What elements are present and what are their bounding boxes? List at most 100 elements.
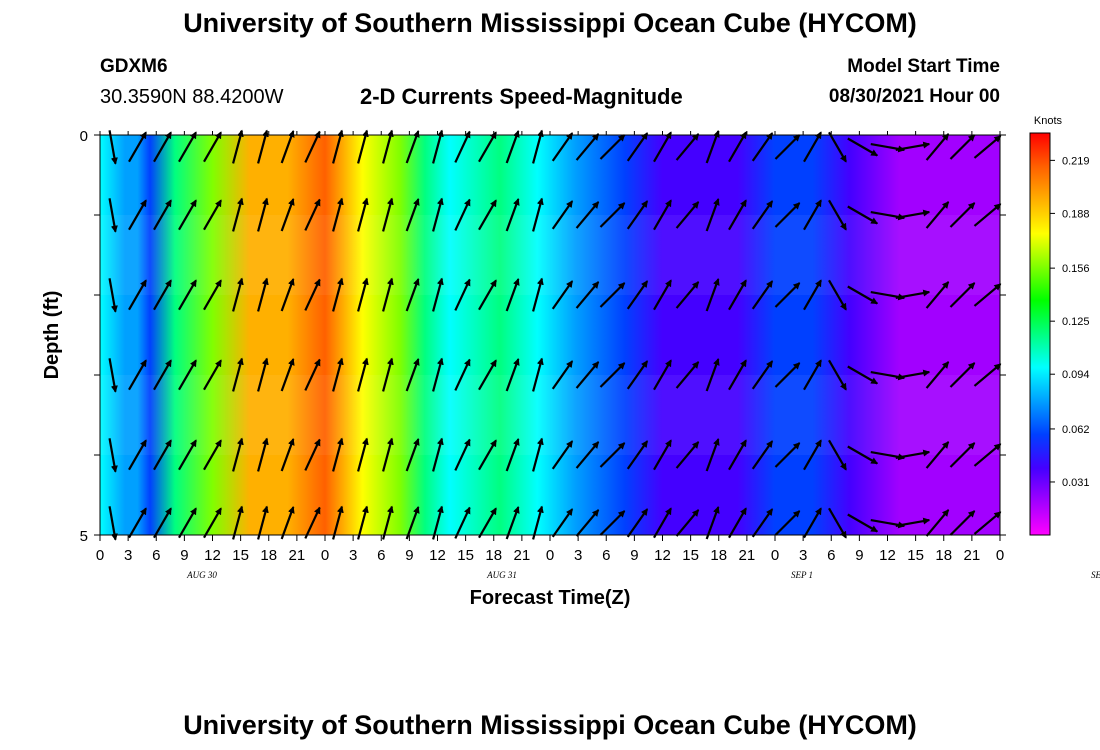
current-arrow xyxy=(626,508,649,538)
x-tick-label: 18 xyxy=(710,547,727,564)
current-arrow xyxy=(626,440,649,470)
current-arrow xyxy=(203,507,222,539)
current-arrow xyxy=(895,289,931,300)
x-tick-label: 6 xyxy=(827,547,835,564)
current-arrow xyxy=(705,358,720,392)
current-arrow xyxy=(653,359,672,391)
current-arrow xyxy=(751,132,774,162)
x-tick-label: 15 xyxy=(907,547,924,564)
current-arrow xyxy=(432,197,444,232)
current-arrow xyxy=(108,358,118,393)
current-arrow xyxy=(382,437,394,472)
current-arrow xyxy=(575,133,600,161)
current-arrow xyxy=(973,363,1002,387)
colorbar-tick-label: 0.156 xyxy=(1062,263,1090,275)
current-arrow xyxy=(925,361,950,389)
current-arrow xyxy=(532,357,544,392)
day-label: SEP 1 xyxy=(791,570,813,580)
current-arrow xyxy=(178,507,197,539)
current-arrow xyxy=(153,359,172,391)
x-tick-label: 18 xyxy=(485,547,502,564)
current-arrow xyxy=(280,278,295,312)
current-arrow xyxy=(432,129,444,164)
x-tick-label: 21 xyxy=(289,547,306,564)
current-arrow xyxy=(108,130,118,165)
current-arrow xyxy=(847,205,879,225)
colorbar-unit: Knots xyxy=(1034,115,1063,127)
current-arrow xyxy=(653,279,672,311)
current-arrow xyxy=(675,441,700,469)
model-start-value: 08/30/2021 Hour 00 xyxy=(828,86,1000,107)
day-label: AUG 30 xyxy=(186,570,217,580)
current-arrow xyxy=(728,507,747,539)
current-arrow xyxy=(280,506,295,540)
current-arrow xyxy=(895,517,931,528)
x-tick-label: 6 xyxy=(152,547,160,564)
current-arrow xyxy=(551,200,574,230)
current-arrow xyxy=(675,133,700,161)
current-arrow xyxy=(478,439,497,471)
current-arrow xyxy=(203,439,222,471)
day-label: AUG 31 xyxy=(486,570,517,580)
current-arrow xyxy=(454,358,471,391)
current-arrow xyxy=(803,507,822,539)
current-arrow xyxy=(108,506,118,541)
x-tick-label: 18 xyxy=(260,547,277,564)
current-arrow xyxy=(828,199,847,231)
current-arrow xyxy=(478,131,497,163)
x-tick-label: 12 xyxy=(204,547,221,564)
current-arrow xyxy=(575,361,600,389)
x-tick-label: 3 xyxy=(124,547,132,564)
current-arrow xyxy=(532,505,544,540)
x-tick-label: 21 xyxy=(739,547,756,564)
current-arrow xyxy=(532,197,544,232)
current-arrow xyxy=(382,505,394,540)
current-arrow xyxy=(925,201,950,229)
current-arrow xyxy=(505,506,520,540)
current-arrow xyxy=(505,278,520,312)
current-arrow xyxy=(774,442,801,468)
current-arrow xyxy=(153,439,172,471)
current-arrow xyxy=(705,438,720,472)
current-arrow xyxy=(828,439,847,471)
x-tick-label: 3 xyxy=(799,547,807,564)
current-arrow xyxy=(575,441,600,469)
x-tick-label: 6 xyxy=(377,547,385,564)
current-arrow xyxy=(599,282,626,308)
current-arrow xyxy=(432,357,444,392)
current-arrow xyxy=(575,281,600,309)
current-arrow xyxy=(705,278,720,312)
current-arrow xyxy=(108,198,118,233)
current-arrow xyxy=(751,440,774,470)
x-tick-label: 15 xyxy=(682,547,699,564)
current-arrow xyxy=(551,440,574,470)
x-tick-label: 12 xyxy=(879,547,896,564)
current-arrow xyxy=(432,277,444,312)
current-arrow xyxy=(432,437,444,472)
current-arrow xyxy=(203,199,222,231)
current-arrow xyxy=(847,137,879,157)
x-tick-label: 3 xyxy=(574,547,582,564)
current-arrow xyxy=(949,134,976,160)
x-tick-label: 9 xyxy=(855,547,863,564)
colorbar-tick-label: 0.219 xyxy=(1062,155,1090,167)
current-arrow xyxy=(178,131,197,163)
depth-band xyxy=(100,375,1000,455)
current-arrow xyxy=(128,279,147,311)
current-arrow xyxy=(653,507,672,539)
current-arrow xyxy=(925,133,950,161)
current-arrow xyxy=(153,131,172,163)
current-arrow xyxy=(257,357,269,392)
current-arrow xyxy=(532,437,544,472)
current-arrow xyxy=(575,509,600,537)
current-arrow xyxy=(405,438,420,472)
current-arrow xyxy=(803,359,822,391)
current-arrow xyxy=(774,362,801,388)
current-arrow xyxy=(357,197,369,232)
current-arrow xyxy=(803,279,822,311)
current-arrow xyxy=(257,277,269,312)
current-arrow xyxy=(332,505,344,540)
current-arrow xyxy=(949,202,976,228)
current-arrow xyxy=(973,203,1002,227)
x-tick-label: 21 xyxy=(964,547,981,564)
